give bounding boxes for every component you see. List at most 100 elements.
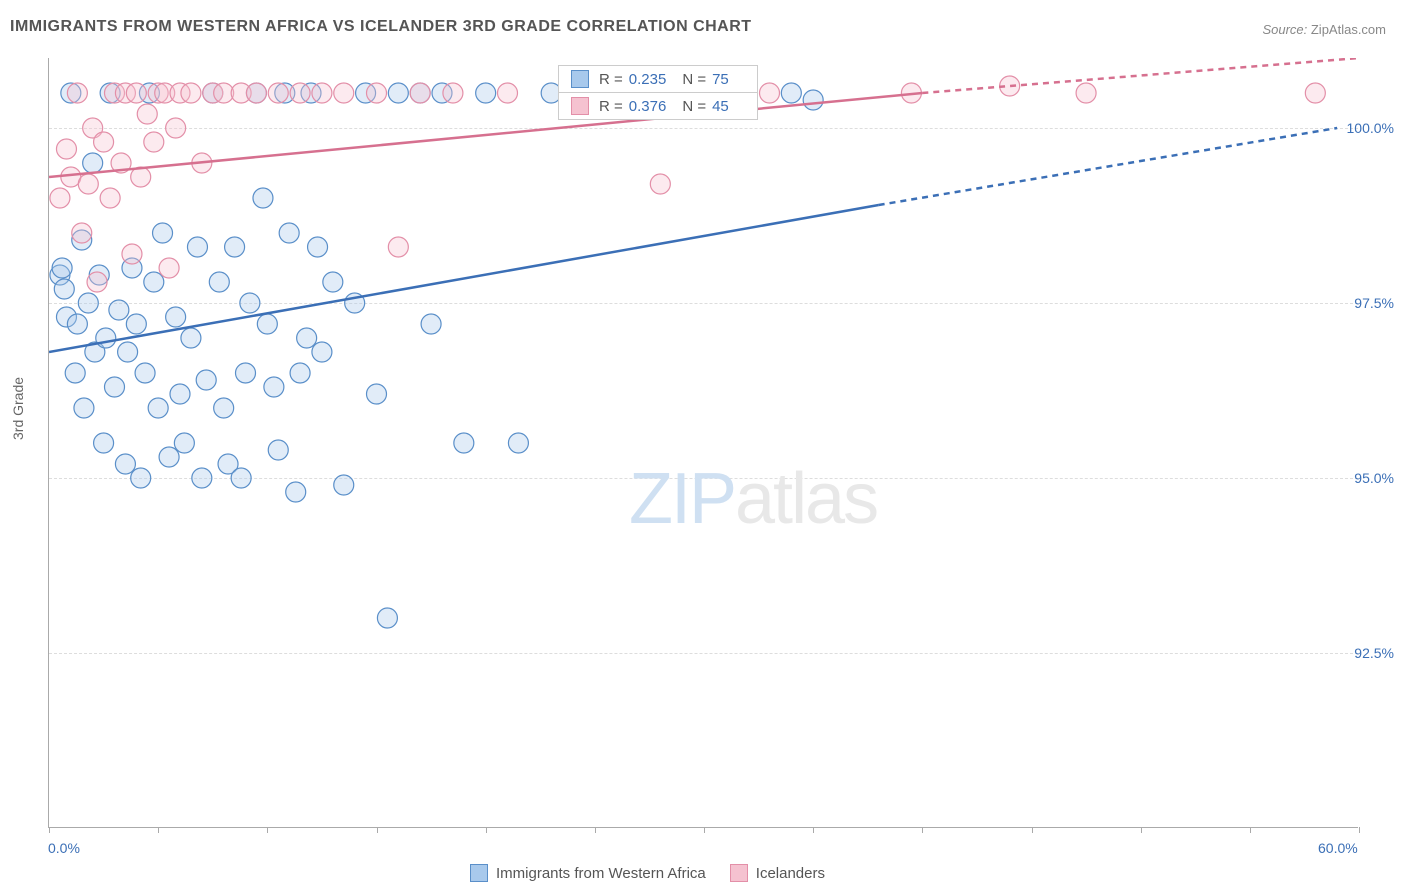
scatter-point [196,370,216,390]
trend-line [49,205,879,352]
scatter-point [476,83,496,103]
scatter-point [290,83,310,103]
n-value: 45 [712,98,729,115]
scatter-point [650,174,670,194]
scatter-point [144,132,164,152]
scatter-point [181,83,201,103]
scatter-svg [49,58,1359,828]
scatter-point [135,363,155,383]
scatter-point [1305,83,1325,103]
scatter-point [131,468,151,488]
y-tick-label: 95.0% [1354,470,1394,486]
legend-correlation: R = 0.235 N = 75 R = 0.376 N = 45 [558,65,758,120]
r-value: 0.376 [629,98,667,115]
scatter-point [308,237,328,257]
scatter-point [166,307,186,327]
scatter-point [367,384,387,404]
trend-line-extrapolated [879,128,1337,205]
legend-swatch [571,70,589,88]
trend-line-extrapolated [922,58,1359,93]
scatter-point [74,398,94,418]
scatter-point [257,314,277,334]
scatter-point [367,83,387,103]
scatter-point [312,83,332,103]
legend-series-label: Icelanders [756,865,825,882]
legend-correlation-row: R = 0.376 N = 45 [559,92,757,119]
legend-series-item: Icelanders [730,864,825,882]
legend-swatch [730,864,748,882]
scatter-point [137,104,157,124]
r-label: R = [599,98,623,115]
scatter-point [94,132,114,152]
scatter-point [65,363,85,383]
scatter-point [166,118,186,138]
scatter-point [268,440,288,460]
scatter-point [209,272,229,292]
legend-swatch [571,97,589,115]
scatter-point [122,244,142,264]
x-tick-label: 0.0% [48,840,80,856]
scatter-point [170,384,190,404]
scatter-point [192,468,212,488]
scatter-point [83,153,103,173]
y-tick-label: 92.5% [1354,645,1394,661]
scatter-point [144,272,164,292]
scatter-point [297,328,317,348]
scatter-point [214,398,234,418]
scatter-point [100,188,120,208]
scatter-point [115,454,135,474]
scatter-point [56,139,76,159]
scatter-point [187,237,207,257]
scatter-point [240,293,260,313]
scatter-point [78,293,98,313]
scatter-point [388,83,408,103]
legend-series-item: Immigrants from Western Africa [470,864,706,882]
scatter-point [803,90,823,110]
scatter-point [421,314,441,334]
scatter-point [159,258,179,278]
scatter-point [498,83,518,103]
chart-title: IMMIGRANTS FROM WESTERN AFRICA VS ICELAN… [10,18,752,36]
y-axis-label: 3rd Grade [10,377,26,440]
scatter-point [231,468,251,488]
scatter-point [109,300,129,320]
r-value: 0.235 [629,71,667,88]
scatter-point [443,83,463,103]
scatter-point [181,328,201,348]
scatter-point [50,188,70,208]
scatter-point [388,237,408,257]
scatter-point [410,83,430,103]
n-label: N = [682,98,706,115]
scatter-point [264,377,284,397]
scatter-point [290,363,310,383]
n-label: N = [682,71,706,88]
scatter-point [52,258,72,278]
scatter-point [253,188,273,208]
scatter-point [54,279,74,299]
scatter-point [312,342,332,362]
legend-swatch [470,864,488,882]
scatter-point [67,83,87,103]
plot-area: ZIPatlas [48,58,1358,828]
scatter-point [1076,83,1096,103]
legend-series: Immigrants from Western Africa Icelander… [470,864,825,882]
scatter-point [105,377,125,397]
scatter-point [153,223,173,243]
scatter-point [268,83,288,103]
scatter-point [67,314,87,334]
scatter-point [96,328,116,348]
scatter-point [323,272,343,292]
scatter-point [246,83,266,103]
r-label: R = [599,71,623,88]
scatter-point [236,363,256,383]
scatter-point [279,223,299,243]
scatter-point [781,83,801,103]
scatter-point [334,475,354,495]
x-tick-label: 60.0% [1318,840,1358,856]
scatter-point [508,433,528,453]
scatter-point [78,174,98,194]
y-tick-label: 97.5% [1354,295,1394,311]
scatter-point [760,83,780,103]
scatter-point [334,83,354,103]
scatter-point [159,447,179,467]
